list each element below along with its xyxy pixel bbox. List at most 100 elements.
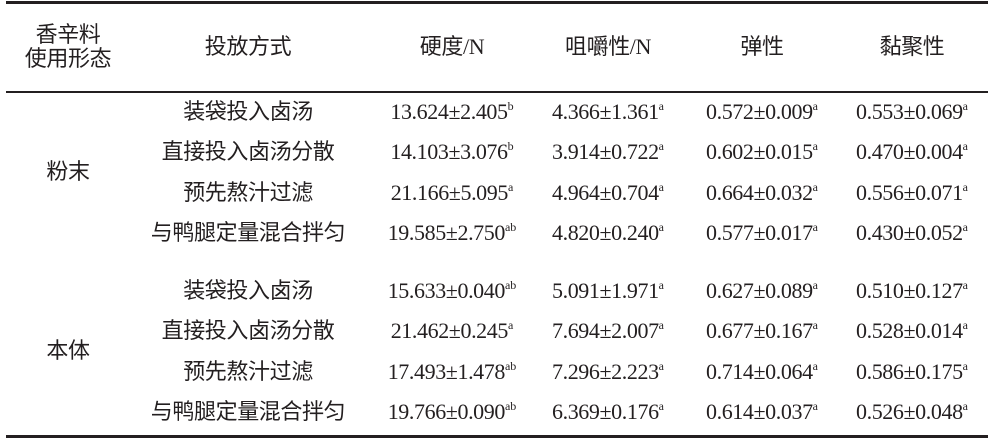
value-text: 3.914±0.722 bbox=[551, 139, 659, 165]
significance-mark: ab bbox=[504, 219, 517, 234]
method-text: 直接投入卤汤分散 bbox=[161, 318, 335, 344]
header-text: 弹性 bbox=[740, 33, 784, 59]
header-cell: 黏聚性 bbox=[879, 33, 945, 59]
value-cell: 13.624±2.405b bbox=[390, 98, 513, 124]
method-cell: 与鸭腿定量混合拌匀 bbox=[150, 398, 346, 424]
significance-mark: ab bbox=[504, 358, 517, 373]
significance-mark: a bbox=[962, 139, 969, 154]
significance-mark: a bbox=[507, 318, 514, 333]
significance-mark: a bbox=[658, 179, 665, 194]
value-text: 0.602±0.015 bbox=[705, 139, 813, 165]
significance-mark: a bbox=[812, 277, 819, 292]
method-cell: 装袋投入卤汤 bbox=[183, 277, 313, 303]
value-cell: 0.572±0.009a bbox=[706, 98, 819, 124]
value-cell: 0.577±0.017a bbox=[705, 219, 819, 245]
group-label: 粉末 bbox=[46, 159, 90, 185]
header-text: 黏聚性 bbox=[879, 33, 945, 59]
header-line: 香辛料 bbox=[35, 21, 101, 47]
significance-mark: a bbox=[812, 139, 819, 154]
method-text: 与鸭腿定量混合拌匀 bbox=[150, 398, 346, 424]
value-cell: 0.526±0.048a bbox=[855, 398, 969, 424]
value-text: 21.462±0.245 bbox=[390, 318, 509, 344]
value-text: 0.528±0.014 bbox=[855, 318, 963, 344]
method-text: 装袋投入卤汤 bbox=[183, 277, 313, 303]
value-cell: 0.602±0.015a bbox=[706, 140, 818, 164]
header-text: 投放方式 bbox=[204, 33, 292, 59]
value-cell: 19.585±2.750ab bbox=[387, 219, 517, 245]
value-cell: 7.296±2.223a bbox=[552, 358, 665, 384]
value-cell: 0.556±0.071a bbox=[856, 179, 969, 205]
value-text: 0.614±0.037 bbox=[705, 398, 813, 424]
value-text: 0.553±0.069 bbox=[855, 98, 963, 124]
value-cell: 0.510±0.127a bbox=[855, 277, 969, 303]
value-text: 7.694±2.007 bbox=[551, 318, 659, 344]
group-text: 本体 bbox=[46, 338, 90, 364]
top-rule bbox=[6, 1, 988, 4]
significance-mark: a bbox=[962, 398, 969, 413]
value-cell: 6.369±0.176a bbox=[551, 398, 664, 424]
value-text: 19.585±2.750 bbox=[387, 219, 506, 245]
significance-mark: a bbox=[812, 318, 819, 333]
value-cell: 17.493±1.478ab bbox=[388, 358, 517, 384]
value-cell: 14.103±3.076b bbox=[390, 140, 513, 164]
method-cell: 直接投入卤汤分散 bbox=[162, 140, 335, 164]
value-text: 4.964±0.704 bbox=[551, 179, 659, 205]
value-cell: 0.586±0.175a bbox=[856, 358, 969, 384]
method-text: 与鸭腿定量混合拌匀 bbox=[150, 219, 346, 245]
significance-mark: a bbox=[812, 358, 819, 373]
value-text: 0.664±0.032 bbox=[705, 179, 813, 205]
value-text: 0.510±0.127 bbox=[855, 277, 963, 303]
method-cell: 直接投入卤汤分散 bbox=[162, 319, 335, 343]
significance-mark: ab bbox=[504, 277, 517, 292]
value-cell: 19.766±0.090ab bbox=[387, 398, 517, 424]
header-cell: 香辛料 使用形态 bbox=[24, 21, 112, 71]
significance-mark: a bbox=[658, 219, 665, 234]
significance-mark: a bbox=[962, 179, 969, 194]
value-cell: 0.470±0.004a bbox=[856, 140, 968, 164]
value-text: 21.166±5.095 bbox=[390, 179, 509, 205]
method-cell: 预先熬汁过滤 bbox=[183, 358, 313, 384]
group-text: 粉末 bbox=[46, 159, 90, 185]
group-label: 本体 bbox=[46, 338, 90, 364]
significance-mark: a bbox=[658, 277, 665, 292]
value-text: 0.577±0.017 bbox=[705, 219, 813, 245]
method-text: 预先熬汁过滤 bbox=[183, 358, 313, 384]
value-cell: 0.627±0.089a bbox=[705, 277, 819, 303]
header-cell: 弹性 bbox=[740, 33, 784, 59]
value-cell: 3.914±0.722a bbox=[552, 140, 664, 164]
header-text: 咀嚼性/N bbox=[564, 33, 652, 59]
method-cell: 装袋投入卤汤 bbox=[183, 98, 313, 124]
header-text: 硬度/N bbox=[419, 33, 485, 59]
significance-mark: a bbox=[658, 358, 665, 373]
value-text: 0.526±0.048 bbox=[855, 398, 963, 424]
value-cell: 0.714±0.064a bbox=[706, 358, 819, 384]
header-line: 使用形态 bbox=[24, 46, 112, 71]
significance-mark: a bbox=[962, 358, 969, 373]
header-cell: 硬度/N bbox=[419, 33, 485, 59]
significance-mark: a bbox=[812, 219, 819, 234]
value-cell: 21.166±5.095a bbox=[390, 179, 514, 205]
value-cell: 0.664±0.032a bbox=[705, 179, 818, 205]
value-text: 19.766±0.090 bbox=[387, 398, 506, 424]
significance-mark: a bbox=[962, 277, 969, 292]
value-text: 14.103±3.076 bbox=[390, 139, 508, 165]
value-cell: 4.366±1.361a bbox=[552, 99, 664, 124]
header-cell: 咀嚼性/N bbox=[564, 33, 652, 59]
value-cell: 0.614±0.037a bbox=[705, 398, 819, 424]
value-text: 6.369±0.176 bbox=[551, 398, 659, 424]
significance-mark: a bbox=[812, 98, 819, 113]
value-cell: 0.553±0.069a bbox=[855, 98, 969, 124]
method-text: 直接投入卤汤分散 bbox=[161, 139, 335, 165]
method-text: 装袋投入卤汤 bbox=[183, 98, 313, 124]
method-cell: 与鸭腿定量混合拌匀 bbox=[150, 219, 346, 245]
significance-mark: a bbox=[812, 398, 819, 413]
significance-mark: a bbox=[962, 318, 969, 333]
significance-mark: a bbox=[658, 139, 665, 154]
value-text: 0.627±0.089 bbox=[705, 277, 813, 303]
value-text: 13.624±2.405 bbox=[390, 98, 508, 124]
significance-mark: a bbox=[962, 98, 969, 113]
value-cell: 4.820±0.240a bbox=[552, 219, 665, 245]
header-cell: 投放方式 bbox=[204, 33, 292, 59]
method-text: 预先熬汁过滤 bbox=[183, 179, 313, 205]
